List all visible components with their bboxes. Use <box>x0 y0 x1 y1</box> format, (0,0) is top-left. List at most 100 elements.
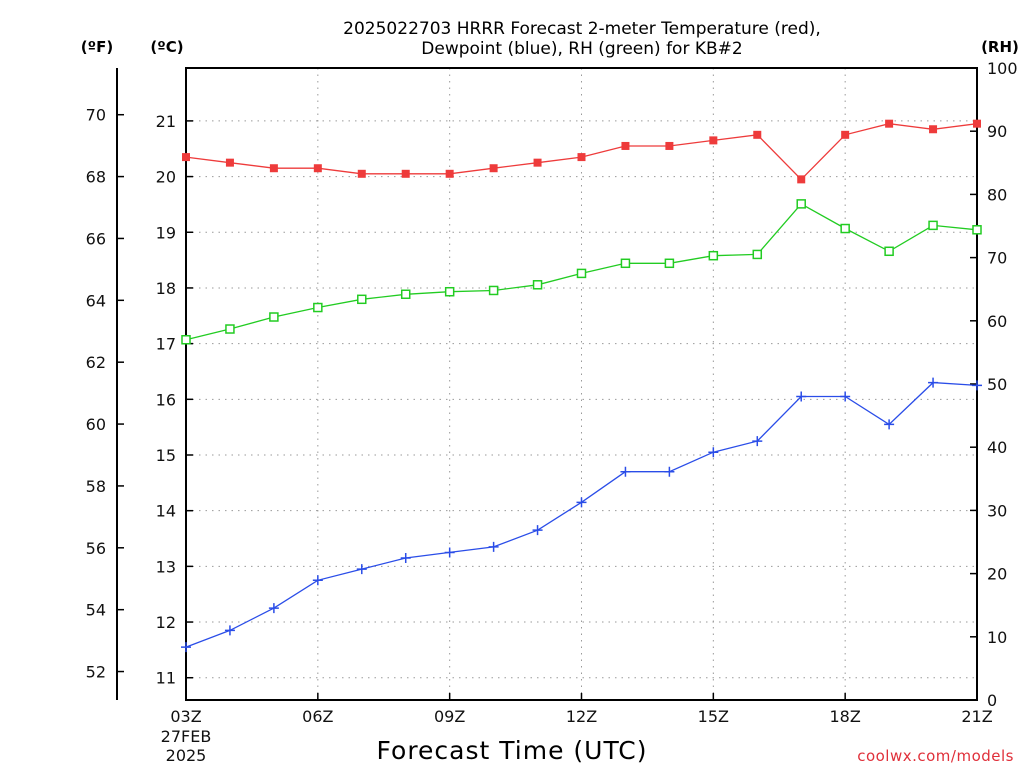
rh-tick-label: 40 <box>987 438 1007 457</box>
celsius-unit-label: (ºC) <box>150 38 183 56</box>
celsius-tick-label: 21 <box>156 112 176 131</box>
rh-point <box>357 294 367 305</box>
rh-point <box>313 302 323 313</box>
temperature-point <box>489 164 498 173</box>
fahrenheit-unit-label: (ºF) <box>81 38 113 56</box>
temperature-point <box>533 158 542 167</box>
fahrenheit-tick-label: 66 <box>86 229 106 248</box>
dewpoint-point <box>488 541 499 552</box>
rh-tick-label: 90 <box>987 122 1007 141</box>
rh-unit-label: (RH) <box>981 38 1019 56</box>
temperature-point <box>269 164 278 173</box>
x-tick-label: 03Z <box>170 707 201 726</box>
rh-point <box>400 289 411 300</box>
rh-tick-label: 0 <box>987 691 997 710</box>
rh-point <box>532 280 543 290</box>
dewpoint-point <box>576 497 587 508</box>
fahrenheit-tick-label: 54 <box>86 601 106 620</box>
rh-point <box>664 258 675 269</box>
fahrenheit-tick-label: 60 <box>86 415 106 434</box>
dewpoint-point <box>356 564 367 575</box>
dewpoint-point <box>444 547 455 558</box>
dewpoint-point <box>400 553 411 564</box>
dewpoint-point <box>620 466 631 477</box>
celsius-tick-label: 12 <box>156 613 176 632</box>
dewpoint-point <box>752 436 763 447</box>
fahrenheit-tick-label: 70 <box>86 106 106 125</box>
rh-point <box>972 225 982 235</box>
dewpoint-point <box>532 525 543 536</box>
celsius-tick-label: 11 <box>156 669 176 688</box>
rh-tick-label: 10 <box>987 628 1007 647</box>
x-tick-label: 06Z <box>302 707 333 726</box>
temperature-point <box>709 136 718 145</box>
rh-point <box>884 246 894 257</box>
temperature-point <box>225 158 234 167</box>
rh-point <box>796 199 806 209</box>
temperature-point <box>313 164 322 173</box>
temperature-point <box>445 169 454 178</box>
celsius-tick-label: 14 <box>156 502 176 521</box>
temperature-point <box>577 153 586 162</box>
axis-ticks-layer: 11 12 13 14 15 16 17 18 19 20 21 52 54 56 58 60 62 64 66 68… <box>86 59 1018 765</box>
dewpoint-point <box>708 447 719 458</box>
temperature-point <box>621 141 630 150</box>
celsius-tick-label: 15 <box>156 446 176 465</box>
temperature-point <box>357 169 366 178</box>
temperature-point <box>665 141 674 150</box>
chart-title-line-1: 2025022703 HRRR Forecast 2-meter Tempera… <box>343 19 821 39</box>
temperature-point <box>929 125 938 134</box>
x-tick-label: 12Z <box>566 707 597 726</box>
celsius-tick-label: 16 <box>156 390 176 409</box>
dewpoint-point <box>268 603 279 614</box>
fahrenheit-tick-label: 68 <box>86 168 106 187</box>
rh-point <box>708 250 719 261</box>
rh-tick-label: 50 <box>987 375 1007 394</box>
rh-point <box>488 285 499 296</box>
fahrenheit-tick-label: 64 <box>86 291 106 310</box>
rh-point <box>576 268 587 279</box>
rh-point <box>225 324 235 334</box>
celsius-tick-label: 13 <box>156 557 176 576</box>
dewpoint-point <box>224 625 235 636</box>
rh-point <box>928 220 938 231</box>
x-tick-label: 09Z <box>434 707 465 726</box>
rh-point <box>840 223 850 234</box>
dewpoint-point <box>181 642 191 653</box>
celsius-tick-label: 18 <box>156 279 176 298</box>
rh-tick-label: 80 <box>987 185 1007 204</box>
temperature-point <box>885 119 894 128</box>
x-tick-sublabel-date: 27FEB <box>161 727 212 746</box>
x-axis-label: Forecast Time (UTC) <box>377 736 648 765</box>
rh-tick-label: 100 <box>987 59 1018 78</box>
rh-point <box>752 249 763 260</box>
rh-point <box>181 335 191 345</box>
series-layer <box>181 119 982 653</box>
dewpoint-point <box>884 419 895 430</box>
x-tick-sublabel-year: 2025 <box>166 746 207 765</box>
celsius-tick-label: 19 <box>156 223 176 242</box>
dewpoint-point <box>664 466 675 477</box>
temperature-point <box>753 130 762 139</box>
celsius-tick-label: 17 <box>156 335 176 354</box>
temperature-point <box>841 130 850 139</box>
rh-tick-label: 60 <box>987 312 1007 331</box>
credit-text: coolwx.com/models <box>857 747 1014 765</box>
chart-title-line-2: Dewpoint (blue), RH (green) for KB#2 <box>421 39 742 59</box>
temperature-point <box>401 169 410 178</box>
rh-point <box>444 286 455 297</box>
dewpoint-point <box>796 391 807 402</box>
fahrenheit-tick-label: 56 <box>86 539 106 558</box>
temperature-point <box>973 119 981 128</box>
fahrenheit-tick-label: 52 <box>86 663 106 682</box>
x-tick-label: 18Z <box>830 707 861 726</box>
x-tick-label: 15Z <box>698 707 729 726</box>
fahrenheit-tick-label: 58 <box>86 477 106 496</box>
fahrenheit-tick-label: 62 <box>86 353 106 372</box>
dewpoint-point <box>928 377 939 388</box>
temperature-point <box>797 175 806 184</box>
temperature-point <box>182 153 190 162</box>
dewpoint-point <box>840 391 851 402</box>
